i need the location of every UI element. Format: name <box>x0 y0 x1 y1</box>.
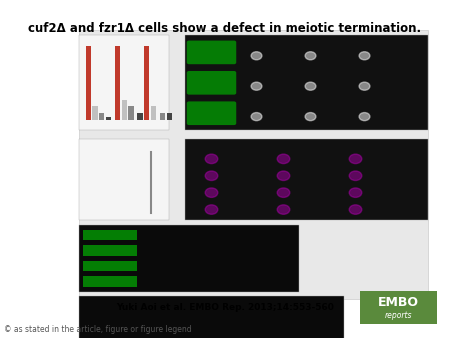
Bar <box>166 113 172 120</box>
Circle shape <box>205 154 218 164</box>
Circle shape <box>251 82 262 90</box>
FancyBboxPatch shape <box>187 71 236 95</box>
Circle shape <box>277 171 290 180</box>
Bar <box>144 46 149 120</box>
FancyBboxPatch shape <box>187 41 236 64</box>
Circle shape <box>305 82 316 90</box>
Circle shape <box>359 82 370 90</box>
Bar <box>83 276 137 287</box>
Circle shape <box>277 205 290 214</box>
Bar <box>122 100 127 120</box>
Circle shape <box>349 171 362 180</box>
Circle shape <box>359 113 370 121</box>
Text: EMBO: EMBO <box>378 296 419 309</box>
Circle shape <box>205 188 218 197</box>
FancyBboxPatch shape <box>79 30 427 299</box>
Bar <box>151 106 156 120</box>
Bar <box>184 35 428 130</box>
Bar <box>79 296 344 338</box>
Bar <box>99 113 104 120</box>
Bar <box>83 230 137 240</box>
Circle shape <box>251 113 262 121</box>
Circle shape <box>349 205 362 214</box>
Bar <box>115 46 120 120</box>
Bar <box>83 245 137 256</box>
Circle shape <box>205 171 218 180</box>
FancyBboxPatch shape <box>360 291 436 324</box>
Bar <box>79 225 299 292</box>
Circle shape <box>277 154 290 164</box>
FancyBboxPatch shape <box>187 101 236 125</box>
Circle shape <box>251 52 262 60</box>
Bar <box>79 139 169 220</box>
Bar <box>137 113 143 120</box>
Text: reports: reports <box>384 311 412 319</box>
Bar <box>184 139 428 220</box>
Bar <box>79 35 169 130</box>
Circle shape <box>349 154 362 164</box>
Text: Yuki Aoi et al. EMBO Rep. 2013;14:553-560: Yuki Aoi et al. EMBO Rep. 2013;14:553-56… <box>116 303 334 312</box>
Bar <box>106 117 111 120</box>
Circle shape <box>205 205 218 214</box>
Circle shape <box>305 113 316 121</box>
Text: cuf2Δ and fzr1Δ cells show a defect in meiotic termination.: cuf2Δ and fzr1Δ cells show a defect in m… <box>28 22 422 35</box>
Circle shape <box>277 188 290 197</box>
Text: © as stated in the article, figure or figure legend: © as stated in the article, figure or fi… <box>4 325 192 334</box>
Bar <box>86 46 91 120</box>
Bar <box>92 106 98 120</box>
Bar <box>160 113 165 120</box>
Circle shape <box>359 52 370 60</box>
Bar <box>83 261 137 271</box>
Circle shape <box>349 188 362 197</box>
Bar <box>128 106 134 120</box>
Circle shape <box>305 52 316 60</box>
